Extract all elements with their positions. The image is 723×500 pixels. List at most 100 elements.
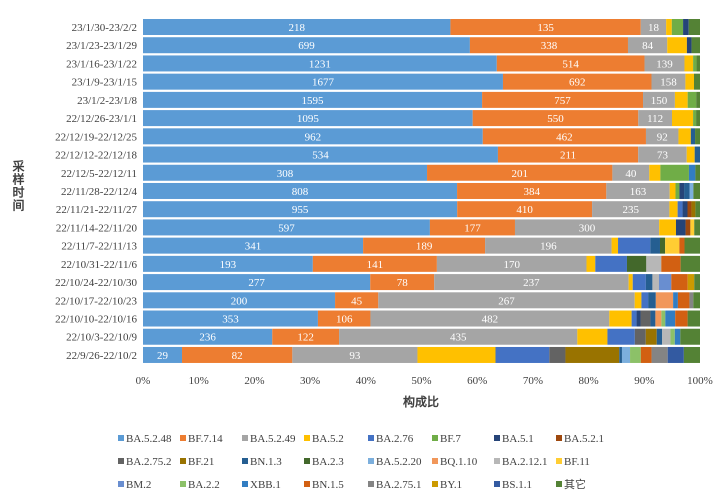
bar-segment xyxy=(429,219,515,236)
bar-segment xyxy=(693,292,700,309)
data-label: 1595 xyxy=(302,95,325,107)
x-axis-title: 构成比 xyxy=(403,394,439,409)
legend-item: BF.7.14 xyxy=(180,433,223,445)
data-label: 353 xyxy=(222,314,239,326)
bar-segment xyxy=(667,37,687,54)
bar-segment xyxy=(628,274,633,291)
bar-segment xyxy=(686,146,695,163)
bar-segment xyxy=(685,73,694,90)
legend-item: BA.5.1 xyxy=(494,433,534,445)
legend-item: BM.2 xyxy=(118,479,151,491)
bar-segment xyxy=(640,346,652,363)
legend-label: BM.2 xyxy=(126,479,151,491)
bar-segment xyxy=(143,19,451,35)
data-label: 177 xyxy=(464,222,481,234)
legend-swatch xyxy=(242,435,248,441)
bar-segment xyxy=(417,346,496,363)
legend-swatch xyxy=(432,435,438,441)
bar-segment xyxy=(677,201,683,218)
data-label: 699 xyxy=(298,40,315,52)
data-label: 141 xyxy=(367,259,384,271)
bar-segment xyxy=(693,110,697,127)
y-axis-title: 采样时间 xyxy=(11,160,25,212)
bar-segment xyxy=(143,292,336,309)
bar-segment xyxy=(607,328,635,345)
bar-segment xyxy=(645,328,657,345)
bar-segment xyxy=(678,128,691,145)
legend-item: BQ.1.10 xyxy=(432,456,478,468)
legend-swatch xyxy=(118,435,124,441)
bar-segment xyxy=(143,237,364,254)
legend-swatch xyxy=(304,435,310,441)
bar-segment xyxy=(683,19,689,35)
bar-segment xyxy=(595,255,627,272)
legend-label: BA.5.2.20 xyxy=(376,456,422,468)
bar-segment xyxy=(669,182,676,199)
bar-segment xyxy=(317,310,371,327)
data-label: 135 xyxy=(537,22,554,34)
bar-segment xyxy=(687,91,697,108)
bar-segment xyxy=(312,255,437,272)
bar-segment xyxy=(680,255,700,272)
bar-segment xyxy=(687,201,692,218)
data-label: 112 xyxy=(647,113,663,125)
bar-segment xyxy=(143,37,470,54)
bar-segment xyxy=(482,128,646,145)
legend-swatch xyxy=(180,481,186,487)
data-label: 93 xyxy=(349,350,361,362)
bar-segment xyxy=(427,164,613,181)
bar-segment xyxy=(586,255,596,272)
legend-swatch xyxy=(556,435,562,441)
legend-label: BA.5.2.49 xyxy=(250,433,296,445)
data-label: 196 xyxy=(540,241,557,253)
bar-segment xyxy=(656,328,663,345)
legend-swatch xyxy=(118,458,124,464)
y-category-label: 22/11/28-22/12/4 xyxy=(61,186,137,198)
bar-segment xyxy=(696,55,700,72)
y-category-label: 22/10/31-22/11/6 xyxy=(61,259,137,271)
x-tick-label: 20% xyxy=(244,375,264,387)
bar-segment xyxy=(436,255,587,272)
data-label: 122 xyxy=(297,332,314,344)
bar-segment xyxy=(649,164,661,181)
data-labels-group: 218 135 18 699 338 84 1231 514 139 1677 692 158 1595… xyxy=(157,22,677,362)
bar-segment xyxy=(695,164,700,181)
y-category-label: 23/1/9-23/1/15 xyxy=(72,77,138,89)
bar-segment xyxy=(143,128,483,145)
legend-label: BA.5.2.48 xyxy=(126,433,172,445)
y-category-label: 22/12/12-22/12/18 xyxy=(55,150,137,162)
bar-segment xyxy=(665,237,680,254)
data-label: 40 xyxy=(625,168,637,180)
data-label: 300 xyxy=(579,222,596,234)
data-label: 45 xyxy=(351,295,363,307)
data-label: 267 xyxy=(498,295,515,307)
legend-swatch xyxy=(556,458,562,464)
bar-segment xyxy=(696,91,700,108)
bar-segment xyxy=(685,219,691,236)
legend-label: BA.2.75.2 xyxy=(126,456,172,468)
legend-label: BA.2.2 xyxy=(188,479,220,491)
data-label: 84 xyxy=(642,40,654,52)
bar-segment xyxy=(634,292,642,309)
x-tick-label: 80% xyxy=(579,375,599,387)
bar-segment xyxy=(669,201,678,218)
bar-segment xyxy=(549,346,566,363)
bar-segment xyxy=(648,292,656,309)
data-label: 597 xyxy=(278,222,295,234)
legend-swatch xyxy=(368,458,374,464)
data-label: 341 xyxy=(245,241,262,253)
legend-item: BN.1.5 xyxy=(304,479,344,491)
data-label: 277 xyxy=(248,277,265,289)
data-label: 150 xyxy=(651,95,668,107)
bar-segment xyxy=(609,310,632,327)
legend-swatch xyxy=(556,481,562,487)
bar-segment xyxy=(686,37,692,54)
bar-segment xyxy=(658,274,672,291)
bar-segment xyxy=(688,19,700,35)
bar-segment xyxy=(684,55,694,72)
bar-segment xyxy=(670,328,675,345)
bar-segment xyxy=(691,201,696,218)
bar-segment xyxy=(469,37,628,54)
